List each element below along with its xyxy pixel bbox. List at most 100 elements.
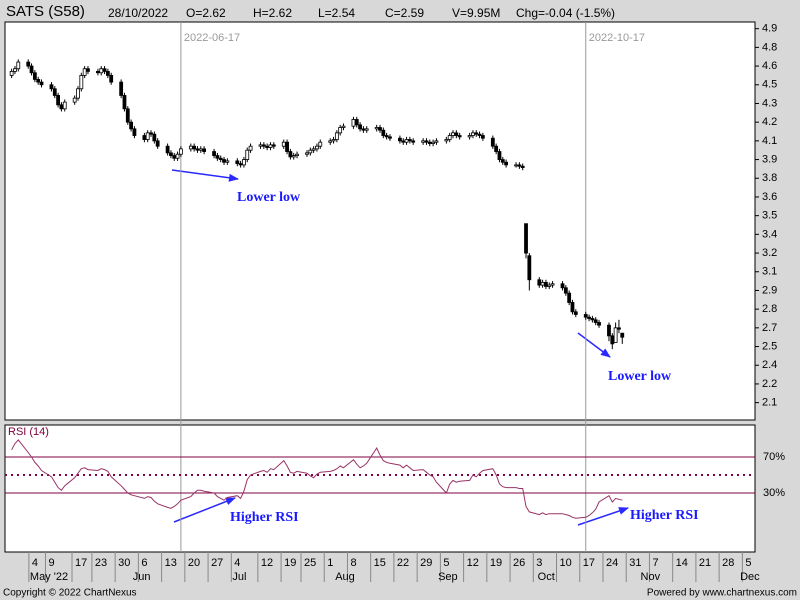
annotation: Lower low <box>237 190 301 205</box>
candle-body <box>341 125 346 128</box>
x-tick-label: 7 <box>652 557 658 569</box>
copyright: Copyright © 2022 ChartNexus <box>3 588 137 599</box>
price-panel <box>4 21 756 421</box>
month-label: Jul <box>232 571 246 583</box>
candle-body <box>102 68 107 72</box>
candle-body <box>109 75 114 83</box>
candle-body <box>597 322 601 326</box>
rsi-title: RSI (14) <box>8 426 49 438</box>
candle-body <box>245 149 250 160</box>
candle-body <box>79 75 84 90</box>
header-field: L=2.54 <box>318 6 355 20</box>
candle-body <box>378 127 382 131</box>
candle-body <box>480 135 485 139</box>
y-tick-label: 30% <box>763 487 785 499</box>
candle-body <box>225 160 230 163</box>
candle-body <box>288 151 293 158</box>
candle-body <box>305 152 309 155</box>
candle-body <box>202 148 207 152</box>
header-field: H=2.62 <box>253 6 292 20</box>
y-tick-label: 2.9 <box>762 284 777 296</box>
candle-body <box>457 135 462 138</box>
candle-body <box>169 152 173 156</box>
x-tick-label: 21 <box>699 557 711 569</box>
candle-body <box>607 324 611 337</box>
candle-body <box>285 141 289 152</box>
month-label: Jun <box>133 571 151 583</box>
candle-body <box>222 159 226 163</box>
candle-body <box>514 164 518 167</box>
x-tick-label: 5 <box>443 557 449 569</box>
candle-body <box>172 155 177 159</box>
x-tick-label: 4 <box>32 557 38 569</box>
candle-body <box>308 149 313 154</box>
candle-body <box>471 132 475 136</box>
candle-body <box>242 159 246 166</box>
candle-body <box>39 81 44 86</box>
x-tick-label: 20 <box>188 557 200 569</box>
x-tick-label: 19 <box>284 557 296 569</box>
candle-body <box>567 292 572 303</box>
candle-body <box>318 141 323 147</box>
candle-body <box>401 140 406 143</box>
symbol: SATS (S58) <box>6 3 85 20</box>
candle-body <box>178 148 183 155</box>
x-tick-label: 10 <box>560 557 572 569</box>
candle-body <box>248 145 253 151</box>
candle-body <box>59 104 64 110</box>
arrow <box>577 332 611 358</box>
candle-body <box>550 283 555 286</box>
x-tick-label: 31 <box>629 557 641 569</box>
candle-body <box>281 141 286 147</box>
header-field: O=2.62 <box>186 6 226 20</box>
month-label: Oct <box>538 571 555 583</box>
candle-body <box>351 119 356 127</box>
candle-body <box>444 139 449 142</box>
y-tick-label: 4.6 <box>762 60 777 72</box>
candle-body <box>454 132 459 136</box>
powered-by: Powered by www.chartnexus.com <box>647 588 797 599</box>
candle-body <box>398 137 402 142</box>
candle-body <box>407 139 412 142</box>
y-tick-label: 70% <box>763 451 785 463</box>
candle-body <box>500 159 505 163</box>
month-label: Sep <box>438 571 458 583</box>
y-tick-label: 4.8 <box>762 41 777 53</box>
annotation: Higher RSI <box>630 508 699 523</box>
candle-body <box>311 148 316 151</box>
candle-body <box>474 132 479 135</box>
x-tick-label: 29 <box>420 557 432 569</box>
candle-body <box>451 132 455 136</box>
y-tick-label: 3.4 <box>762 228 777 240</box>
header-field: Chg=-0.04 (-1.5%) <box>516 6 615 20</box>
candle-body <box>583 314 588 318</box>
x-tick-label: 17 <box>75 557 87 569</box>
candle-body <box>198 148 203 151</box>
candle-body <box>32 72 37 80</box>
candle-body <box>86 68 90 72</box>
x-tick-label: 4 <box>234 557 240 569</box>
y-tick-label: 2.7 <box>762 322 777 334</box>
y-tick-label: 2.4 <box>762 359 777 371</box>
candle-body <box>155 140 160 147</box>
rsi-panel <box>4 424 756 553</box>
candle-body <box>215 155 220 159</box>
candle-body <box>497 151 502 160</box>
candle-body <box>517 164 522 167</box>
candle-body <box>537 279 542 286</box>
candle-body <box>384 135 389 138</box>
candle-body <box>122 95 127 110</box>
candle-body <box>331 139 336 142</box>
candle-body <box>62 101 67 110</box>
x-tick-label: 25 <box>304 557 316 569</box>
y-tick-label: 4.1 <box>762 135 777 147</box>
candle-body <box>49 84 54 90</box>
header-field: V=9.95M <box>452 6 500 20</box>
x-tick-label: 26 <box>513 557 525 569</box>
y-tick-label: 2.1 <box>762 397 777 409</box>
y-tick-label: 3.1 <box>762 266 777 278</box>
candle-body <box>477 133 482 136</box>
candle-body <box>490 137 495 147</box>
candle-body <box>16 61 21 70</box>
candle-body <box>560 283 565 289</box>
